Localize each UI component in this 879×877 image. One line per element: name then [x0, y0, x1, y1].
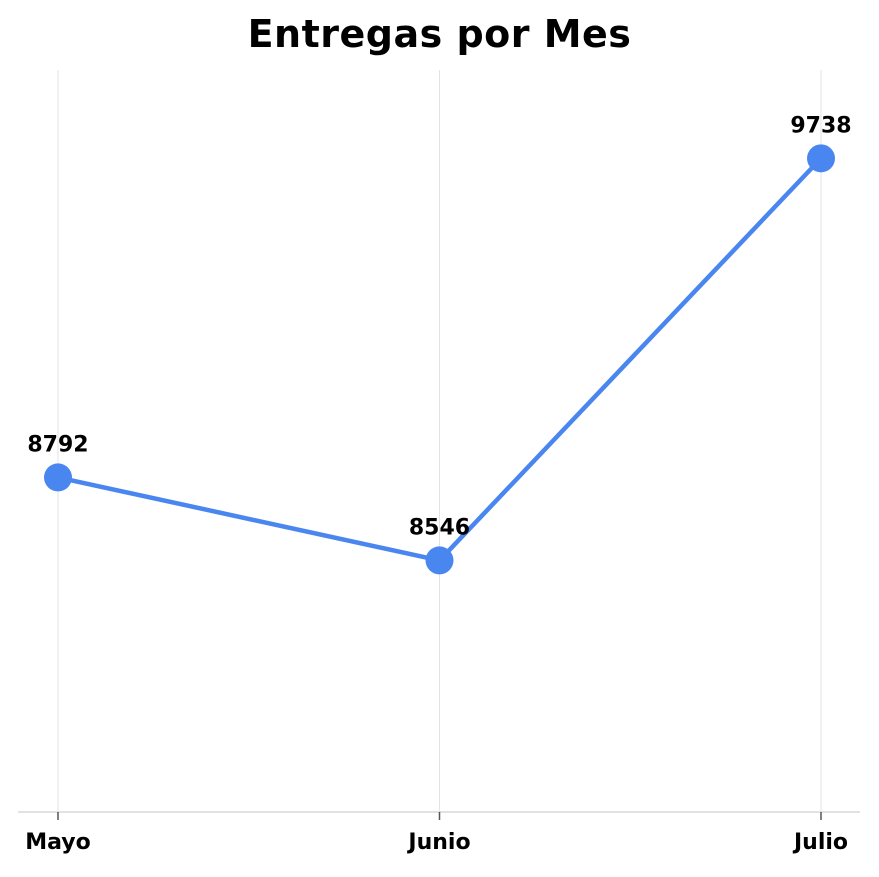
data-label-junio: 8546 — [409, 515, 470, 540]
data-label-julio: 9738 — [790, 113, 851, 138]
data-labels: 8792 8546 9738 — [27, 113, 851, 540]
x-tick-label: Junio — [406, 830, 470, 855]
chart-title: Entregas por Mes — [247, 12, 632, 56]
grid-lines — [57, 70, 822, 812]
data-point-julio — [807, 144, 835, 173]
data-points — [44, 144, 835, 575]
x-axis-ticks: Mayo Junio Julio — [25, 812, 848, 855]
x-tick-label: Mayo — [25, 830, 91, 855]
x-tick-label: Julio — [792, 830, 848, 855]
data-point-junio — [425, 546, 454, 575]
data-point-mayo — [44, 463, 72, 492]
data-label-mayo: 8792 — [27, 432, 88, 457]
